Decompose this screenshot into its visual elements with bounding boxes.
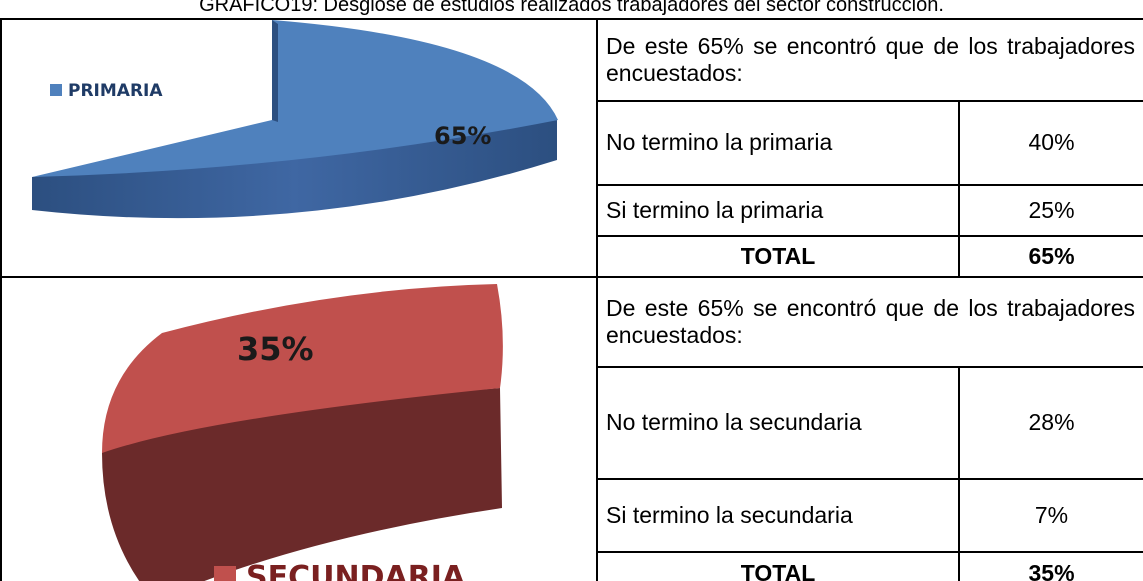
total-value: 65% (957, 235, 1143, 278)
pie-slice-image: PRIMARIA 65% (32, 20, 558, 219)
legend-swatch (50, 84, 62, 96)
row-label: Si termino la secundaria (596, 477, 960, 554)
table: PRIMARIA 65% De este 65% se encontró que… (0, 18, 1143, 581)
intro-text: De este 65% se encontró que de los traba… (595, 276, 1143, 368)
row-label: No termino la primaria (596, 99, 960, 186)
legend-label: SECUNDARIA (246, 560, 466, 581)
intro-text: De este 65% se encontró que de los traba… (595, 18, 1143, 102)
slice-side (32, 120, 557, 219)
pie-slice-image: SECUNDARIA 35% (102, 284, 503, 581)
row-value: 28% (957, 365, 1143, 480)
row-value: 40% (957, 99, 1143, 186)
legend-label: PRIMARIA (68, 81, 163, 101)
pie-cell: SECUNDARIA 35% (0, 276, 598, 581)
row-value: 25% (957, 183, 1143, 238)
slice-side (102, 388, 502, 581)
pie-cell: PRIMARIA 65% (0, 18, 598, 278)
row-label: No termino la secundaria (596, 365, 960, 480)
total-label: TOTAL (596, 551, 960, 581)
legend-swatch (214, 566, 236, 581)
slice-edge (272, 20, 278, 122)
slice-top (102, 284, 503, 453)
slice-label: 65% (434, 122, 491, 150)
row-value: 7% (957, 477, 1143, 554)
total-label: TOTAL (596, 235, 960, 278)
slice-top (32, 20, 558, 177)
caption: GRAFICO19: Desglose de estudios realizad… (199, 0, 944, 16)
total-value: 35% (957, 551, 1143, 581)
slice-label: 35% (237, 330, 314, 368)
row-label: Si termino la primaria (596, 183, 960, 238)
